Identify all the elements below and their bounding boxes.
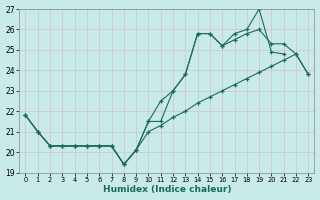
X-axis label: Humidex (Indice chaleur): Humidex (Indice chaleur): [103, 185, 231, 194]
